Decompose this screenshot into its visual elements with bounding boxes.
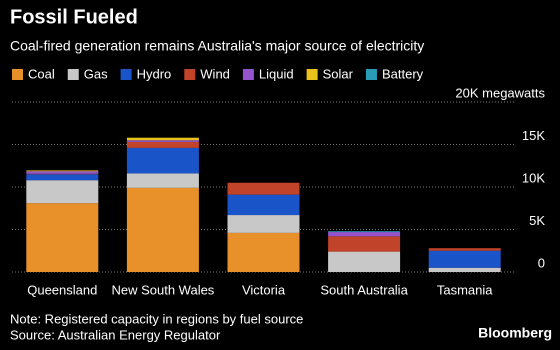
bar-segment	[26, 203, 99, 272]
legend-swatch	[12, 69, 23, 80]
bar-segment	[428, 248, 501, 251]
bar-segment	[126, 147, 199, 174]
legend-swatch	[120, 69, 132, 80]
bar-segment	[126, 140, 199, 142]
source: Source: Australian Energy Regulator	[10, 327, 221, 342]
legend-label: Hydro	[137, 66, 172, 81]
legend-label: Battery	[382, 66, 424, 81]
bar-segment	[328, 251, 401, 272]
bar-segment	[227, 194, 300, 216]
bar-segment	[428, 267, 501, 272]
x-tick-label: New South Wales	[111, 282, 214, 297]
bar-segment	[126, 187, 199, 272]
bar-segment	[26, 174, 99, 181]
bar-segment	[26, 170, 99, 172]
y-tick-label: 15K	[522, 128, 545, 143]
x-tick-label: Tasmania	[437, 282, 493, 297]
bar-segment	[328, 236, 401, 252]
bar-segment	[126, 137, 199, 141]
chart-title: Fossil Fueled	[10, 6, 138, 28]
x-tick-label: Victoria	[242, 282, 286, 297]
legend-label: Solar	[323, 66, 354, 81]
bar-segment	[227, 215, 300, 233]
y-tick-label: 10K	[522, 170, 545, 185]
y-tick-label: 0	[538, 255, 545, 270]
y-tick-label: 20K megawatts	[455, 85, 545, 100]
legend-swatch	[365, 69, 377, 80]
brand: Bloomberg	[478, 325, 552, 341]
bar-segment	[26, 171, 99, 174]
bar-segment	[227, 182, 300, 195]
legend-label: Wind	[200, 66, 230, 81]
legend-swatch	[67, 69, 79, 80]
x-tick-label: South Australia	[320, 282, 408, 297]
bar-segment	[126, 173, 199, 188]
bar-segment	[126, 141, 199, 148]
legend-swatch	[184, 69, 196, 80]
legend-label: Gas	[84, 66, 108, 81]
bar-segment	[328, 231, 401, 233]
bar-segment	[328, 232, 401, 237]
legend-swatch	[306, 69, 318, 80]
bar-segment	[428, 250, 501, 268]
note: Note: Registered capacity in regions by …	[10, 311, 303, 326]
legend-label: Liquid	[259, 66, 294, 81]
bar-segment	[26, 180, 99, 204]
legend-swatch	[242, 69, 254, 80]
legend-label: Coal	[28, 66, 55, 81]
y-tick-label: 5K	[529, 213, 545, 228]
x-tick-label: Queensland	[27, 282, 97, 297]
bar-segment	[227, 232, 300, 272]
chart-subtitle: Coal-fired generation remains Australia'…	[10, 38, 424, 54]
